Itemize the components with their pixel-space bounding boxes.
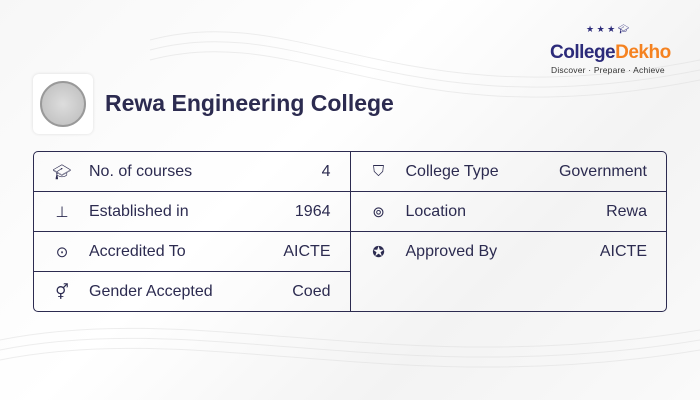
college-info-table: 🎓︎ No. of courses 4 ⊥ Established in 1964 ⊙ Acc… [33, 151, 667, 312]
college-seal-icon [40, 81, 86, 127]
info-row: ⛉ College Type Government [350, 152, 666, 192]
info-column-left: 🎓︎ No. of courses 4 ⊥ Established in 1964 ⊙ Acc… [34, 152, 351, 311]
info-value: AICTE [283, 242, 331, 260]
info-row: ⊚ Location Rewa [350, 192, 666, 232]
college-logo [33, 74, 93, 134]
info-value: Coed [292, 283, 331, 300]
location-icon: ⊚ [372, 203, 385, 221]
info-row: ✪ Approved By AICTE [351, 232, 667, 272]
college-name: Rewa Engineering College [105, 90, 394, 116]
info-value: 4 [321, 162, 331, 180]
info-label: Location [405, 202, 467, 220]
info-label: College Type [405, 162, 499, 180]
logo-tagline: Discover · Prepare · Achieve [551, 65, 665, 75]
collegedekho-logo[interactable]: ★ ★ ★ 🎓︎ CollegeDekho Discover · Prepare… [550, 24, 696, 78]
info-label: No. of courses [89, 162, 193, 180]
info-value: AICTE [599, 243, 647, 260]
info-row: ⚥ Gender Accepted Coed [34, 272, 350, 312]
info-label: Established in [89, 202, 189, 220]
logo-text-college: College [550, 42, 616, 63]
info-row: ⊙ Accredited To AICTE [34, 232, 350, 272]
logo-text-dekho: Dekho [615, 42, 671, 63]
gender-icon: ⚥ [55, 284, 69, 301]
bookmark-icon: ⛉ [372, 163, 385, 180]
info-row: 🎓︎ No. of courses 4 [34, 152, 350, 192]
graduation-cap-icon: 🎓︎ [52, 163, 72, 181]
info-value: Rewa [606, 202, 647, 220]
badge-icon: ✪ [372, 244, 385, 261]
info-label: Gender Accepted [89, 283, 213, 300]
pin-icon: ⊥ [55, 203, 69, 221]
info-row: ⊥ Established in 1964 [34, 192, 350, 232]
stars-icon: ★ ★ ★ 🎓︎ [586, 24, 630, 34]
info-value: 1964 [294, 202, 331, 220]
info-value: Government [558, 162, 647, 180]
info-label: Approved By [405, 243, 498, 260]
info-column-right: ⛉ College Type Government ⊚ Location Rewa ✪ App… [350, 152, 667, 311]
check-circle-icon: ⊙ [55, 243, 69, 261]
info-label: Accredited To [89, 242, 186, 260]
